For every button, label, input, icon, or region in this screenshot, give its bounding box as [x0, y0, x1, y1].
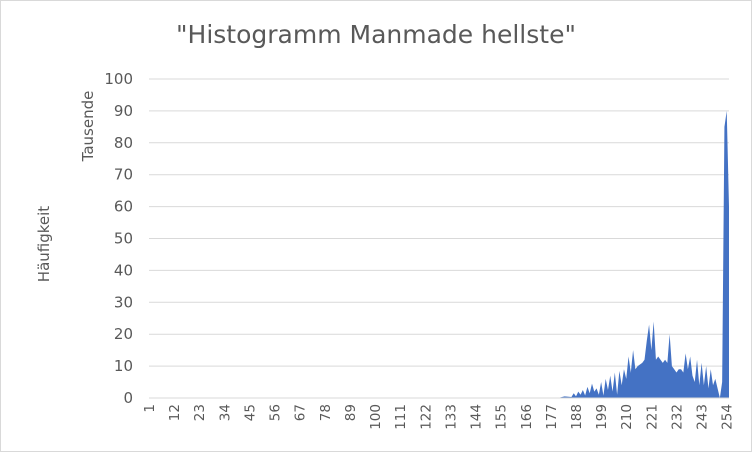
x-tick-label: 100 [368, 404, 384, 430]
y-tick-label: 90 [114, 102, 133, 120]
x-tick-label: 188 [569, 404, 585, 430]
x-tick-label: 122 [418, 404, 434, 430]
y-tick-label: 100 [104, 70, 133, 88]
y-tick-label: 40 [114, 261, 133, 279]
x-tick-label: 166 [519, 404, 535, 430]
chart-title: "Histogramm Manmade hellste" [176, 20, 576, 49]
x-tick-label: 111 [393, 404, 409, 430]
y-axis-units-label: Tausende [79, 91, 97, 163]
x-tick-label: 67 [293, 404, 309, 421]
x-tick-label: 23 [192, 404, 208, 421]
x-tick-label: 133 [443, 404, 459, 430]
y-axis-label: Häufigkeit [35, 206, 53, 282]
x-tick-label: 144 [469, 404, 485, 430]
y-tick-label: 0 [123, 389, 133, 407]
x-tick-label: 56 [268, 404, 284, 421]
y-tick-label: 20 [114, 325, 133, 343]
x-tick-label: 199 [594, 404, 610, 430]
x-tick-label: 210 [619, 404, 635, 430]
y-axis-ticks: 0 10 20 30 40 50 60 70 80 90 100 [104, 70, 133, 407]
series-group [557, 110, 729, 399]
x-tick-label: 221 [644, 404, 660, 430]
x-tick-label: 232 [669, 404, 685, 430]
series-area [557, 110, 729, 399]
y-tick-label: 60 [114, 198, 133, 216]
x-tick-label: 1 [142, 404, 158, 413]
x-tick-label: 254 [720, 404, 736, 430]
y-tick-label: 10 [114, 357, 133, 375]
y-tick-label: 70 [114, 166, 133, 184]
x-tick-label: 155 [494, 404, 510, 430]
y-tick-label: 30 [114, 293, 133, 311]
y-tick-label: 50 [114, 230, 133, 248]
x-tick-label: 12 [167, 404, 183, 421]
x-tick-label: 89 [343, 404, 359, 421]
x-axis-ticks: 1 12 23 34 45 56 67 78 89 100 111 122 133 144 155 166 17… [142, 404, 736, 430]
y-tick-label: 80 [114, 134, 133, 152]
x-tick-label: 177 [544, 404, 560, 430]
x-tick-label: 78 [318, 404, 334, 421]
gridlines [149, 78, 729, 367]
x-tick-label: 34 [217, 404, 233, 421]
x-tick-label: 45 [242, 404, 258, 421]
x-tick-label: 243 [695, 404, 711, 430]
